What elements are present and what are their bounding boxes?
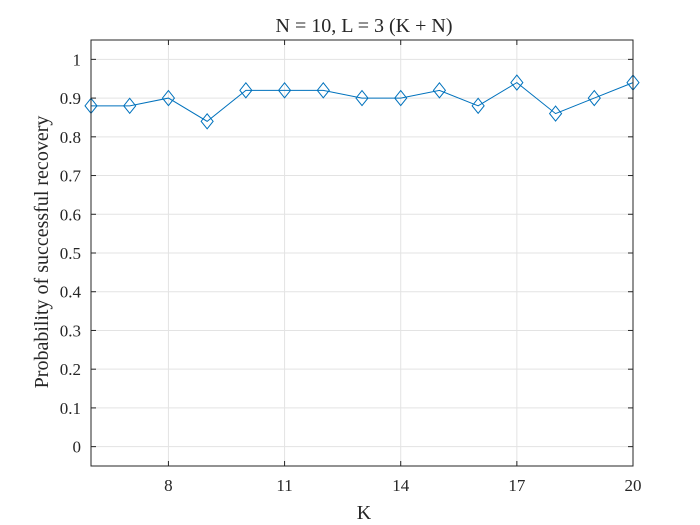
y-tick-label: 0.2 [60, 360, 81, 379]
y-tick-label: 0.3 [60, 321, 81, 340]
data-point-marker [200, 113, 214, 130]
data-point-marker [355, 89, 369, 107]
y-axis-label: Probability of successful recovery [31, 116, 53, 389]
data-point-marker [123, 97, 137, 115]
data-point-marker [587, 89, 601, 107]
x-tick-label: 20 [625, 476, 642, 495]
series-line [91, 81, 634, 122]
y-tick-label: 0.6 [60, 205, 81, 224]
x-tick-label: 14 [392, 476, 410, 495]
x-axis-label: K [357, 502, 372, 524]
x-tick-label: 8 [164, 476, 173, 495]
ticks: 8 11 14 17 20 0 0.1 0.2 0.3 0.4 0.5 0.6 0.7 0.8 0.9 1 [60, 40, 642, 495]
y-tick-label: 0.4 [60, 283, 82, 302]
x-tick-label: 17 [508, 476, 526, 495]
data-point-marker [277, 82, 292, 99]
data-point-marker [471, 97, 485, 115]
chart-title: N = 10, L = 3 (K + N) [276, 15, 453, 37]
y-tick-label: 0.1 [60, 399, 81, 418]
data-point-marker [239, 82, 253, 99]
data-point-marker [548, 105, 563, 122]
y-tick-label: 1 [73, 50, 82, 69]
data-point-marker [432, 82, 447, 99]
series-layer [84, 74, 640, 130]
data-point-marker [161, 89, 176, 107]
data-point-marker [510, 74, 524, 91]
y-tick-label: 0.9 [60, 89, 81, 108]
y-tick-label: 0.5 [60, 244, 81, 263]
data-point-marker [316, 82, 330, 99]
y-tick-label: 0.7 [60, 167, 82, 186]
x-tick-label: 11 [276, 476, 292, 495]
y-tick-label: 0 [73, 438, 82, 457]
data-point-marker [394, 89, 408, 107]
y-tick-label: 0.8 [60, 128, 81, 147]
